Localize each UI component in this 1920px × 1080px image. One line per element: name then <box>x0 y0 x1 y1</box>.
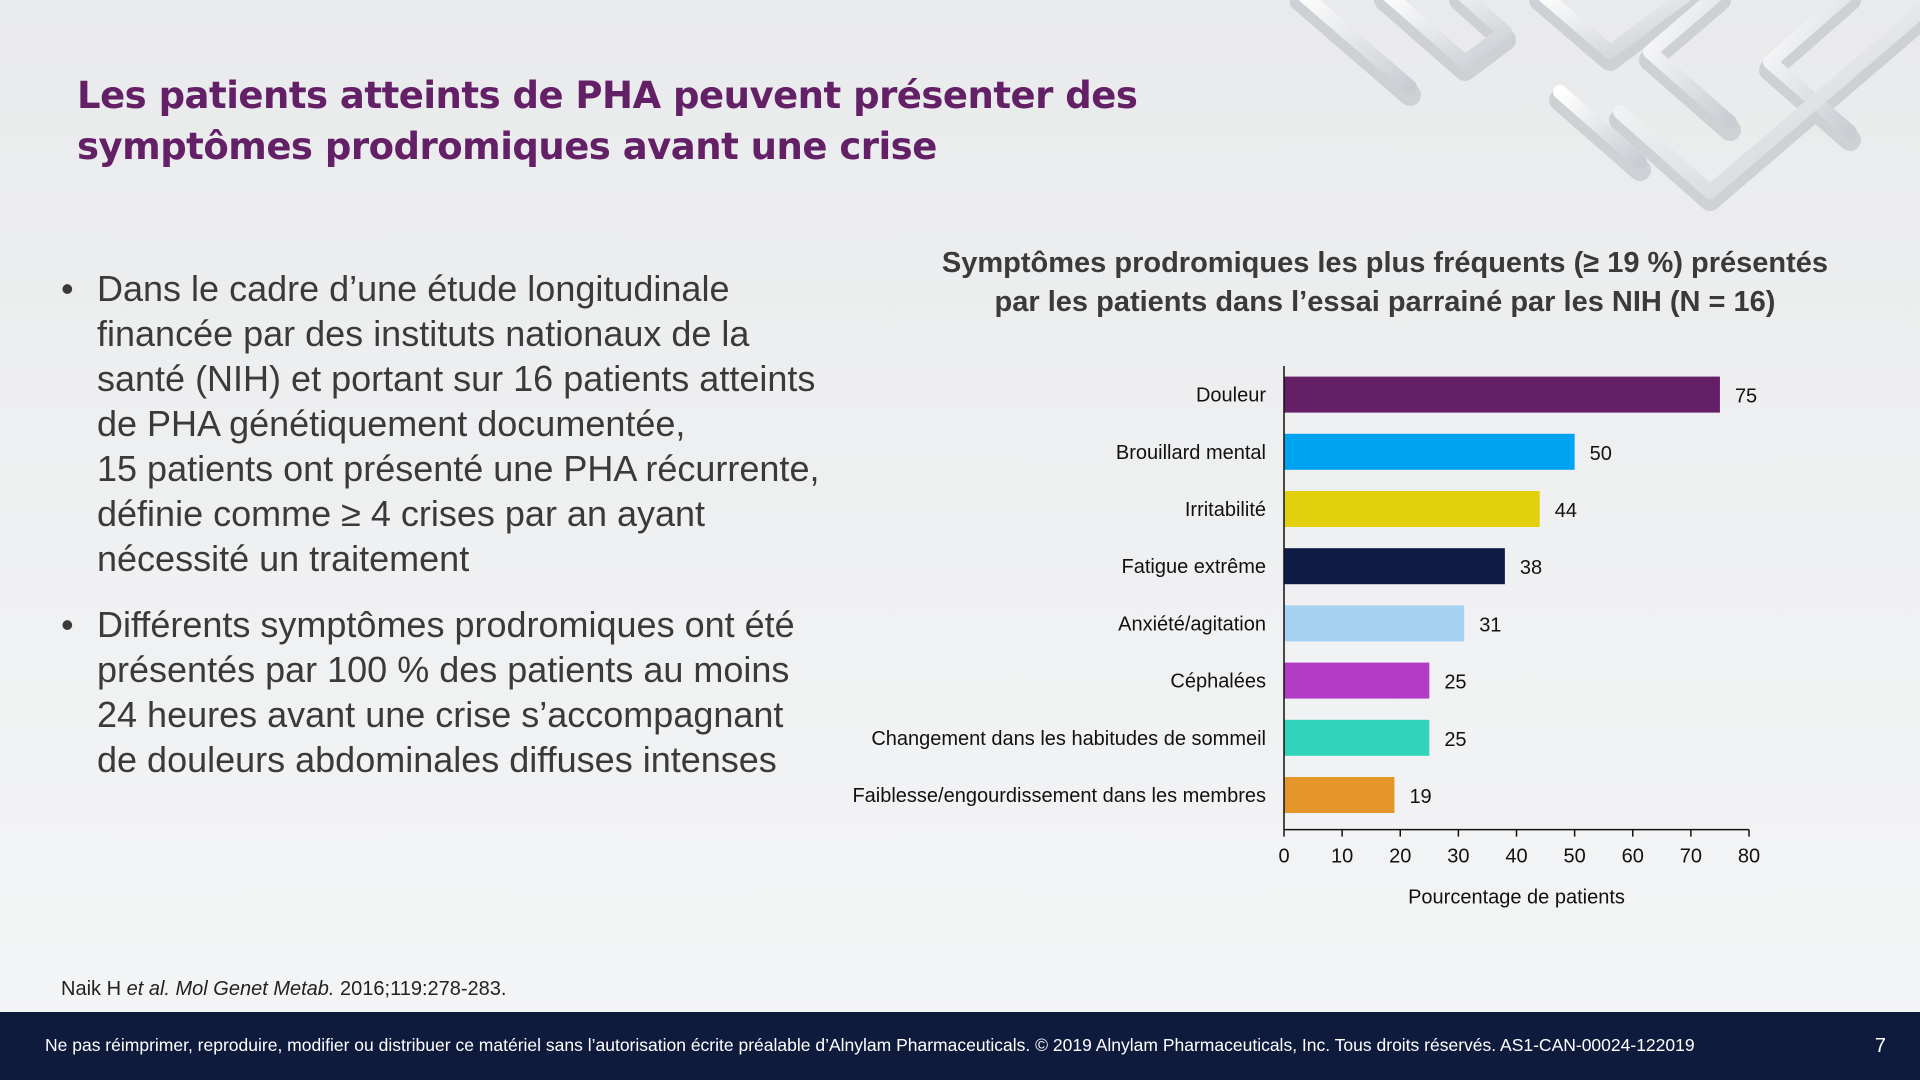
bullet-list: • Dans le cadre d’une étude longitudinal… <box>55 266 855 803</box>
footer-legal-text: Ne pas réimprimer, reproduire, modifier … <box>45 1035 1695 1055</box>
chart-title-line-2: par les patients dans l’essai parrainé p… <box>994 286 1776 318</box>
bar <box>1284 376 1720 413</box>
bullet-line: Dans le cadre d’une étude longitudinale <box>97 268 730 309</box>
x-tick-label: 80 <box>1738 846 1760 868</box>
data-label: 75 <box>1735 386 1757 408</box>
chart-title: Symptômes prodromiques les plus fréquent… <box>870 244 1900 322</box>
category-label: Douleur <box>1196 385 1266 407</box>
bullet-line: financée par des instituts nationaux de … <box>97 313 750 354</box>
x-tick-label: 60 <box>1622 846 1644 868</box>
bullet-line: nécessité un traitement <box>97 538 470 579</box>
bullet-dot-icon: • <box>61 268 74 309</box>
category-label: Faiblesse/engourdissement dans les membr… <box>852 785 1266 807</box>
bar <box>1284 777 1395 813</box>
reference-etal: et al. <box>126 978 170 1000</box>
x-tick-label: 70 <box>1680 846 1702 868</box>
data-label: 50 <box>1590 443 1612 465</box>
bar <box>1284 662 1430 699</box>
category-label: Changement dans les habitudes de sommeil <box>871 728 1266 750</box>
bullet-item: • Différents symptômes prodromiques ont … <box>55 602 855 782</box>
chart-title-line-1: Symptômes prodromiques les plus fréquent… <box>941 247 1829 279</box>
bar <box>1284 433 1575 470</box>
x-tick-label: 40 <box>1505 846 1527 868</box>
bullet-item: • Dans le cadre d’une étude longitudinal… <box>55 266 855 581</box>
footer-bar: Ne pas réimprimer, reproduire, modifier … <box>0 1012 1920 1080</box>
slide-title-line-2: symptômes prodromiques avant une crise <box>77 125 937 168</box>
slide-title-line-1: Les patients atteints de PHA peuvent pré… <box>77 74 1138 117</box>
bullet-line: de douleurs abdominales diffuses intense… <box>97 739 777 780</box>
bullet-line: santé (NIH) et portant sur 16 patients a… <box>97 358 816 399</box>
data-label: 25 <box>1444 672 1466 694</box>
category-label: Brouillard mental <box>1116 442 1266 464</box>
x-tick-label: 50 <box>1564 846 1586 868</box>
bullet-line: Différents symptômes prodromiques ont ét… <box>97 604 795 645</box>
x-tick-label: 20 <box>1389 846 1411 868</box>
x-tick-label: 0 <box>1278 846 1289 868</box>
slide-title: Les patients atteints de PHA peuvent pré… <box>77 70 1177 172</box>
reference-citation: Naik H et al. Mol Genet Metab. 2016;119:… <box>61 978 506 1001</box>
category-label: Fatigue extrême <box>1121 556 1266 578</box>
bullet-dot-icon: • <box>61 604 74 645</box>
x-axis-title: Pourcentage de patients <box>1408 887 1625 909</box>
reference-details: 2016;119:278-283. <box>334 978 507 1000</box>
reference-author: Naik H <box>61 978 127 1000</box>
x-tick-label: 10 <box>1331 846 1353 868</box>
bullet-line: 15 patients ont présenté une PHA récurre… <box>97 448 820 489</box>
data-label: 19 <box>1409 786 1431 808</box>
reference-journal: Mol Genet Metab. <box>169 978 335 1000</box>
data-label: 31 <box>1479 614 1501 636</box>
bullet-line: de PHA génétiquement documentée, <box>97 403 686 444</box>
bullet-line: définie comme ≥ 4 crises par an ayant <box>97 493 706 534</box>
bar <box>1284 548 1505 585</box>
bar <box>1284 605 1465 642</box>
x-tick-label: 30 <box>1447 846 1469 868</box>
data-label: 44 <box>1555 500 1577 522</box>
bullet-line: présentés par 100 % des patients au moin… <box>97 649 790 690</box>
category-label: Céphalées <box>1170 671 1266 693</box>
category-label: Anxiété/agitation <box>1118 613 1266 635</box>
data-label: 25 <box>1444 729 1466 751</box>
bullet-line: 24 heures avant une crise s’accompagnant <box>97 694 784 735</box>
data-label: 38 <box>1520 557 1542 579</box>
page-number: 7 <box>1874 1035 1886 1057</box>
category-label: Irritabilité <box>1185 499 1266 521</box>
maze-decoration <box>1290 0 1920 211</box>
bar <box>1284 719 1430 756</box>
bar <box>1284 491 1540 527</box>
